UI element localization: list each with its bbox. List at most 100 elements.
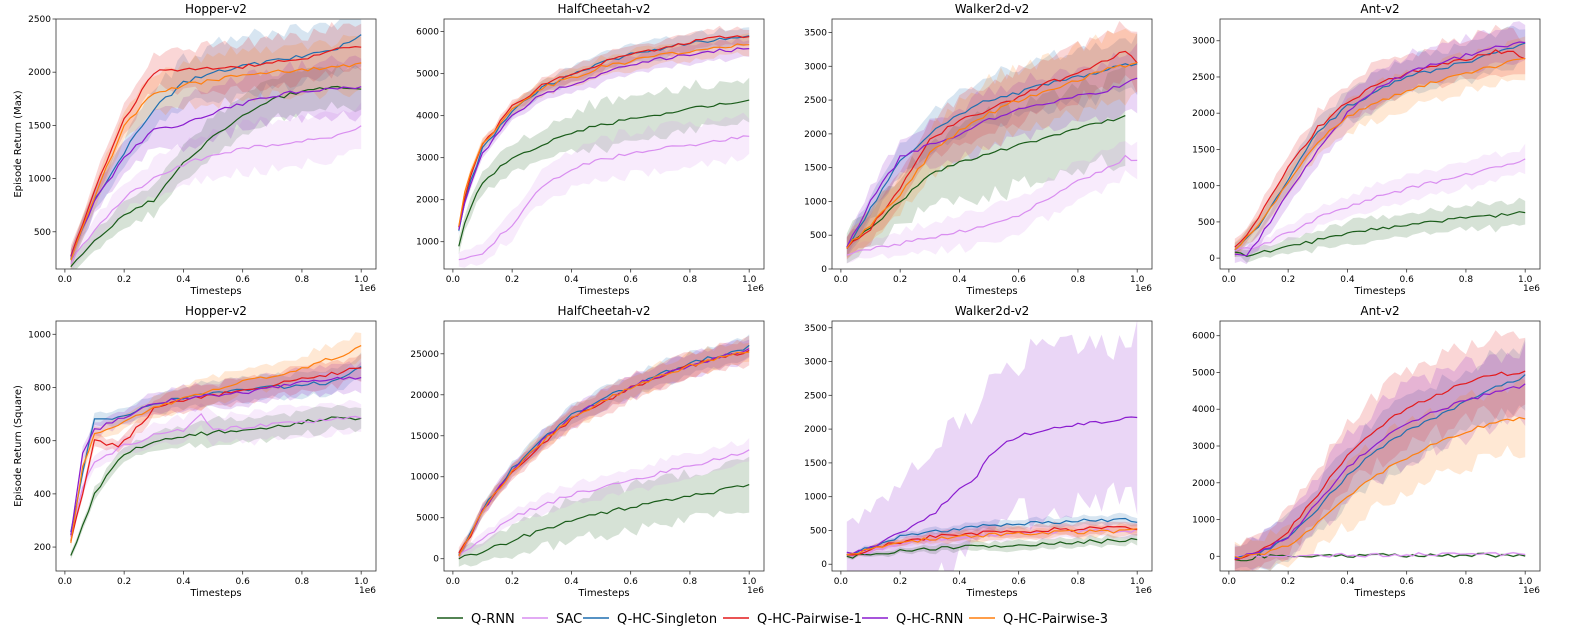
plot-area	[458, 334, 750, 567]
axes-frame	[831, 18, 1153, 270]
series-band-q-hc-singleton	[846, 512, 1138, 557]
x-axis-label: Timesteps	[965, 588, 1017, 599]
x-tick-label: 0.0	[1222, 577, 1237, 587]
series-line-q-hc-singleton	[70, 34, 362, 260]
y-tick-label: 6000	[416, 28, 439, 38]
x-tick-label: 0.2	[117, 275, 131, 285]
x-tick-label: 0.8	[1071, 577, 1086, 587]
series-band-q-hc-rnn	[458, 37, 750, 233]
axes-frame	[831, 320, 1153, 572]
series-line-q-hc-singleton	[70, 366, 362, 533]
series-line-q-hc-pairwise-1	[1234, 370, 1526, 561]
series-line-q-rnn	[846, 537, 1138, 559]
y-tick-label: 1500	[28, 121, 51, 131]
y-tick-label: 1000	[804, 197, 827, 207]
series-band-q-hc-singleton	[70, 19, 362, 269]
series-band-q-hc-rnn	[458, 339, 750, 559]
x-tick-label: 0.8	[683, 577, 698, 587]
x-tick-label: 0.2	[1281, 275, 1295, 285]
chart-title: Walker2d-v2	[955, 304, 1030, 318]
chart-title: Walker2d-v2	[955, 2, 1030, 16]
series-line-sac	[458, 449, 750, 556]
series-band-q-rnn	[1234, 197, 1526, 263]
x-offset-text: 1e6	[747, 586, 764, 596]
series-band-q-rnn	[458, 456, 750, 567]
y-tick-label: 2000	[1192, 479, 1215, 489]
y-tick-label: 2000	[804, 425, 827, 435]
x-axis-label: Timesteps	[965, 286, 1017, 297]
x-tick-label: 0.4	[176, 577, 191, 587]
series-band-q-hc-rnn	[846, 43, 1138, 257]
series-line-q-hc-rnn	[1234, 383, 1526, 559]
series-line-q-hc-pairwise-3	[846, 528, 1138, 556]
y-tick-label: 500	[810, 526, 827, 536]
y-tick-label: 500	[1198, 218, 1215, 228]
plot-area	[1234, 21, 1526, 265]
y-tick-label: 3000	[804, 358, 827, 368]
x-axis-label: Timesteps	[189, 588, 241, 599]
axes-frame	[443, 320, 765, 572]
series-band-q-hc-pairwise-3	[70, 332, 362, 549]
x-tick-label: 0.6	[1012, 577, 1027, 587]
series-band-q-hc-rnn	[846, 321, 1138, 571]
series-line-q-hc-singleton	[846, 63, 1138, 248]
legend-label: Q-HC-RNN	[896, 612, 963, 627]
y-tick-label: 600	[34, 437, 51, 447]
series-band-sac	[1234, 143, 1526, 257]
y-tick-label: 3000	[1192, 442, 1215, 452]
y-tick-label: 0	[821, 560, 827, 570]
y-tick-label: 5000	[1192, 368, 1215, 378]
y-tick-label: 2000	[416, 196, 439, 206]
series-band-sac	[846, 141, 1138, 264]
series-line-q-hc-pairwise-3	[1234, 57, 1526, 251]
y-axis-label: Episode Return (Max)	[13, 90, 24, 197]
x-axis-label: Timesteps	[577, 286, 629, 297]
plot-area	[458, 25, 750, 268]
series-line-q-rnn	[70, 416, 362, 556]
series-line-q-hc-singleton	[1234, 374, 1526, 559]
chart-title: HalfCheetah-v2	[557, 304, 650, 318]
legend-label: SAC	[556, 612, 582, 627]
y-tick-label: 0	[1209, 254, 1215, 264]
x-tick-label: 0.0	[1222, 275, 1237, 285]
plot-area	[846, 21, 1138, 264]
series-band-q-rnn	[70, 404, 362, 560]
x-tick-label: 0.2	[1281, 577, 1295, 587]
x-tick-label: 0.0	[58, 275, 73, 285]
x-tick-label: 1.0	[1518, 275, 1533, 285]
series-line-q-hc-pairwise-1	[846, 50, 1138, 249]
x-tick-label: 0.0	[58, 577, 73, 587]
y-tick-label: 2500	[1192, 73, 1215, 83]
series-line-q-rnn	[70, 85, 362, 268]
y-tick-label: 2500	[28, 15, 51, 25]
chart-title: Ant-v2	[1360, 2, 1399, 16]
x-tick-label: 0.8	[683, 275, 698, 285]
x-tick-label: 0.2	[505, 275, 519, 285]
series-line-q-hc-pairwise-3	[458, 43, 750, 227]
x-tick-label: 0.0	[834, 275, 849, 285]
legend-label: Q-RNN	[471, 612, 515, 627]
x-offset-text: 1e6	[359, 284, 376, 294]
series-line-sac	[1234, 158, 1526, 252]
series-line-q-hc-pairwise-3	[1234, 416, 1526, 559]
y-tick-label: 2000	[804, 130, 827, 140]
x-tick-label: 0.4	[952, 577, 967, 587]
series-band-q-hc-rnn	[70, 55, 362, 266]
x-tick-label: 0.4	[564, 577, 579, 587]
x-tick-label: 1.0	[354, 577, 369, 587]
y-tick-label: 3000	[804, 62, 827, 72]
series-line-q-hc-rnn	[1234, 41, 1526, 257]
x-tick-label: 1.0	[1130, 275, 1145, 285]
y-tick-label: 0	[1209, 552, 1215, 562]
y-tick-label: 200	[34, 543, 51, 553]
y-tick-label: 2000	[28, 68, 51, 78]
x-tick-label: 0.8	[295, 577, 310, 587]
chart-title: Hopper-v2	[185, 304, 247, 318]
series-line-q-hc-pairwise-1	[70, 45, 362, 257]
series-line-q-hc-pairwise-3	[70, 345, 362, 543]
x-tick-label: 0.4	[176, 275, 191, 285]
x-axis-label: Timesteps	[1353, 588, 1405, 599]
axes-frame	[1219, 18, 1541, 270]
